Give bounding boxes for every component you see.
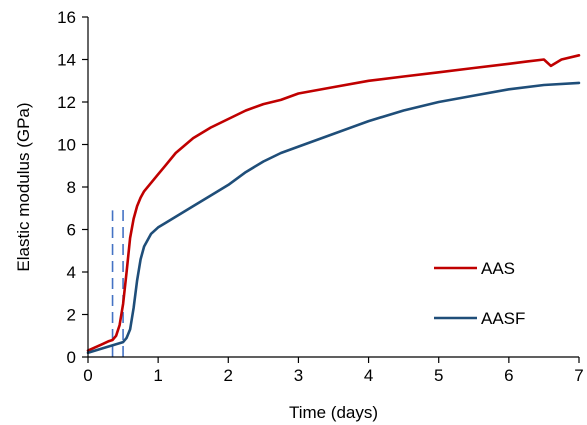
y-tick-label: 2 xyxy=(67,306,76,325)
y-ticks: 0 2 4 6 8 10 12 14 16 xyxy=(57,8,88,367)
x-axis-title: Time (days) xyxy=(289,403,378,422)
x-tick-label: 4 xyxy=(364,366,373,385)
x-tick-label: 6 xyxy=(504,366,513,385)
series-line-aasf xyxy=(86,81,581,355)
series-layer xyxy=(86,54,581,355)
axes xyxy=(87,17,579,358)
y-tick-label: 12 xyxy=(57,93,76,112)
x-tick-label: 0 xyxy=(83,366,92,385)
y-tick-label: 16 xyxy=(57,8,76,27)
legend-label-aas: AAS xyxy=(481,259,515,278)
x-tick-label: 2 xyxy=(224,366,233,385)
y-tick-label: 6 xyxy=(67,221,76,240)
x-tick-label: 1 xyxy=(153,366,162,385)
x-tick-label: 5 xyxy=(434,366,443,385)
y-tick-label: 14 xyxy=(57,51,76,70)
y-tick-label: 4 xyxy=(67,263,76,282)
legend-label-aasf: AASF xyxy=(481,309,525,328)
x-ticks: 0 1 2 3 4 5 6 7 xyxy=(83,357,584,385)
legend: AAS AASF xyxy=(434,259,525,328)
x-tick-label: 3 xyxy=(294,366,303,385)
y-tick-label: 8 xyxy=(67,178,76,197)
y-tick-label: 10 xyxy=(57,136,76,155)
series-line-aas xyxy=(86,54,581,352)
x-tick-label: 7 xyxy=(574,366,583,385)
y-tick-label: 0 xyxy=(67,348,76,367)
annotation-layer xyxy=(111,204,124,357)
y-axis-title: Elastic modulus (GPa) xyxy=(14,102,33,271)
